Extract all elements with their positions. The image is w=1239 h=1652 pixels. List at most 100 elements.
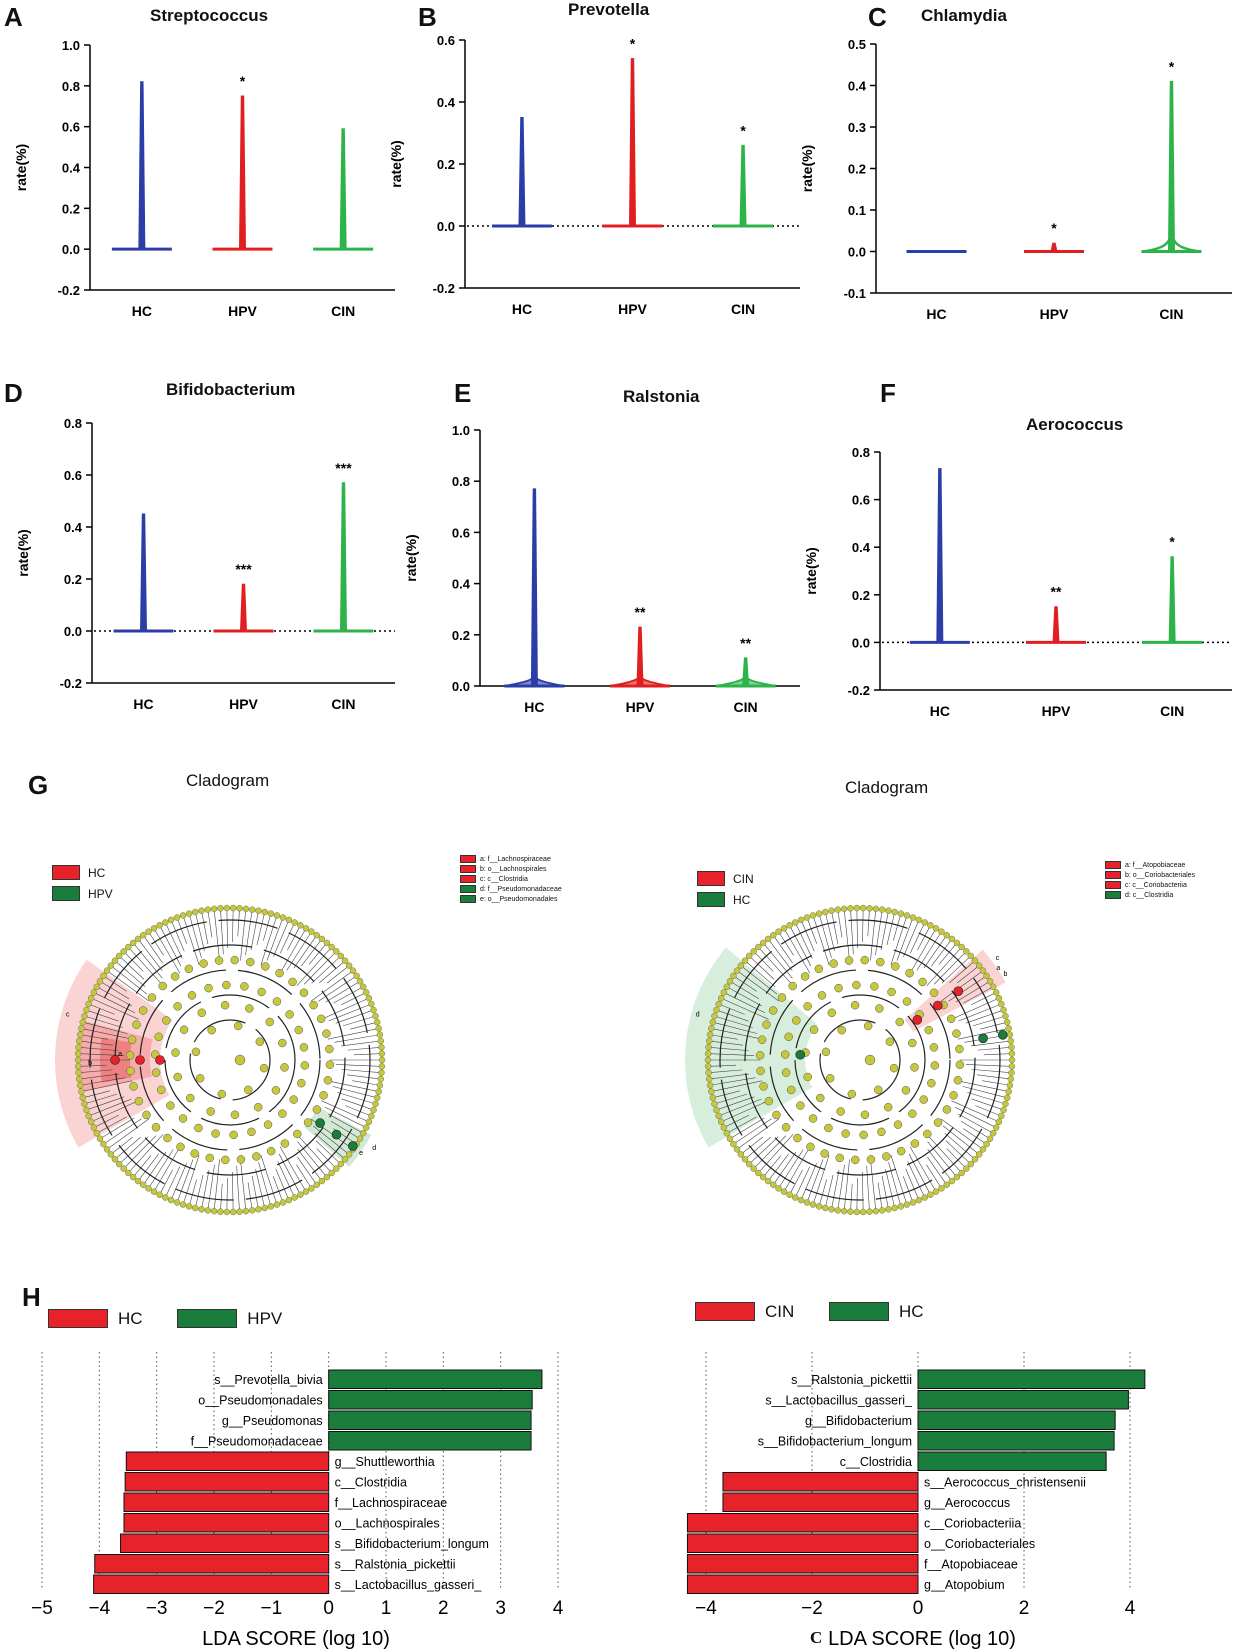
chart-title: Prevotella (568, 0, 650, 19)
branch (214, 910, 220, 961)
clade-node (958, 943, 965, 951)
clade-node (796, 1101, 805, 1110)
clade-node (90, 989, 98, 996)
significance-star: * (1051, 220, 1057, 236)
lda-bar (686, 1554, 919, 1574)
branch (963, 987, 992, 1004)
significance-star: ** (740, 635, 751, 651)
taxa-label: e: o__Pseudomonadales (480, 896, 558, 903)
clade-node (834, 1207, 841, 1214)
clade-node (948, 935, 956, 943)
clade-node (255, 1037, 265, 1046)
clade-node (341, 1156, 349, 1163)
clade-node (781, 1068, 791, 1077)
branch (326, 966, 348, 984)
branch (716, 1016, 753, 1028)
branch (825, 1174, 834, 1207)
lda-bar-label: o__Lachnospirales (335, 1517, 440, 1531)
branch (345, 1105, 370, 1116)
clade-node (706, 1031, 714, 1038)
y-axis-label: rate(%) (388, 140, 404, 187)
y-tick-label: 0.6 (437, 33, 455, 48)
clade-node (903, 912, 911, 919)
clade-node (198, 907, 205, 914)
clade-node (923, 1129, 932, 1139)
clade-node (788, 981, 797, 991)
branch (927, 1156, 946, 1184)
clade-node (764, 935, 772, 943)
clade-ring (794, 994, 926, 1126)
cladogram-left-title: Cladogram (186, 771, 270, 790)
clade-node (775, 1185, 782, 1192)
branch (933, 952, 966, 985)
clade-node (800, 972, 810, 981)
lda-bar-label: g__Atopobium (924, 1578, 1005, 1592)
branch (714, 1090, 740, 1098)
clade-node (780, 1188, 788, 1195)
cladogram-left-legend: HC HPV (52, 864, 113, 903)
clade-node (704, 1050, 712, 1057)
branch (890, 917, 907, 965)
clade-node (841, 1129, 850, 1138)
clade-node (896, 1146, 906, 1156)
branch (926, 1164, 941, 1187)
branch (725, 993, 766, 1014)
clade-ring (164, 994, 296, 1126)
branch (862, 1171, 864, 1210)
clade-node (217, 905, 224, 912)
branch (95, 993, 136, 1014)
violin-chart-bifidobacterium: -0.2 0.0 0.2 0.4 0.6 0.8 rate(%) HC *** HPV *** CIN (15, 416, 395, 712)
clade-node (273, 1201, 281, 1208)
branch (941, 957, 970, 984)
taxa-label: d: f__Pseudomonadaceae (480, 886, 562, 893)
clade-node (297, 1191, 304, 1198)
branch (713, 1080, 763, 1092)
lda-bar-label: s__Ralstonia_pickettii (791, 1373, 912, 1387)
significance-star: *** (235, 561, 252, 577)
clade-node (870, 982, 879, 991)
lda-right-chart: −4 −2 0 2 4 s__Ralstonia_pickettii s__Lactobac… (686, 1352, 1146, 1650)
branch (321, 1100, 368, 1122)
branch (844, 910, 850, 961)
branch (330, 1120, 359, 1138)
clade-node (261, 1204, 268, 1212)
branch (266, 919, 283, 961)
y-tick-label: 0.2 (64, 572, 82, 587)
clade-node (229, 1130, 238, 1140)
branch (81, 1073, 119, 1080)
lda-bar (917, 1410, 1116, 1430)
y-tick-label: 0.8 (852, 445, 870, 460)
clade-node (885, 1206, 892, 1213)
clade-node (713, 1106, 720, 1114)
branch (774, 1151, 797, 1184)
branch (931, 940, 951, 967)
branch (819, 915, 832, 958)
y-tick-label: 0.0 (62, 242, 80, 257)
clade-node (265, 1017, 275, 1027)
branch (956, 966, 978, 984)
highlight-node (331, 1129, 342, 1140)
branch (870, 910, 876, 961)
clade-node (378, 1044, 385, 1051)
clade-node (140, 1181, 147, 1189)
branch (710, 1064, 737, 1067)
clade-node (1007, 1075, 1015, 1083)
clade-node (1008, 1063, 1016, 1070)
branch (713, 1028, 763, 1040)
clade-node (750, 1165, 757, 1172)
clade-node (786, 1085, 796, 1095)
highlight-node (997, 1030, 1008, 1040)
clade-node (793, 1133, 802, 1143)
x-tick-label: 2 (1019, 1598, 1030, 1619)
clade-node (717, 994, 725, 1002)
clade-node (156, 1191, 163, 1198)
clade-node (93, 983, 101, 990)
clade-node (257, 987, 266, 997)
clade-node (140, 931, 147, 939)
branch (144, 1151, 167, 1184)
branch (728, 987, 762, 1007)
clade-node (341, 957, 349, 964)
violin-hpv (238, 95, 247, 250)
clade-node (847, 1208, 854, 1215)
highlight-node (315, 1118, 325, 1128)
